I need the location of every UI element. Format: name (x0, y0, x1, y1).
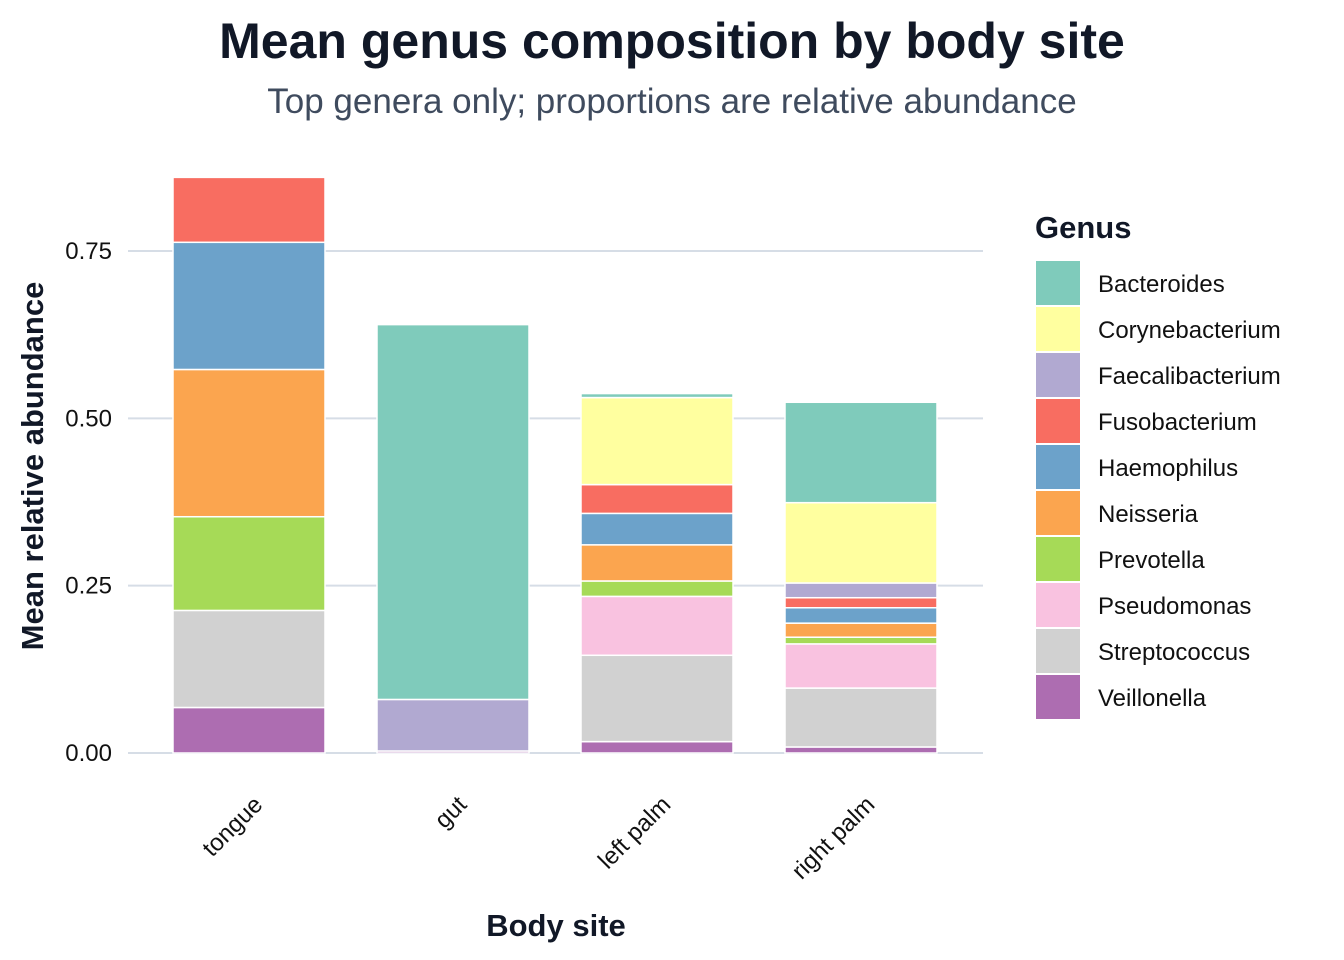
legend-swatch-pseudomonas (1036, 583, 1080, 627)
legend-label-veillonella: Veillonella (1098, 685, 1207, 712)
x-tick-label: left palm (593, 791, 676, 874)
bar-segment-left-palm-corynebacterium (580, 396, 734, 486)
bar-segment-left-palm-prevotella (580, 580, 734, 598)
bar-segment-gut-faecalibacterium (376, 698, 530, 752)
y-axis-title: Mean relative abundance (15, 282, 50, 651)
bar-segment-right-palm-fusobacterium (784, 596, 938, 609)
bar-segment-right-palm-haemophilus (784, 607, 938, 624)
legend-label-faecalibacterium: Faecalibacterium (1098, 363, 1281, 390)
legend-label-prevotella: Prevotella (1098, 547, 1205, 574)
legend-swatch-streptococcus (1036, 629, 1080, 673)
bar-segment-tongue-veillonella (172, 706, 326, 754)
legend-swatch-corynebacterium (1036, 307, 1080, 351)
bar-segment-right-palm-pseudomonas (784, 643, 938, 689)
x-axis-ticks: tongue gut left palm right palm (197, 791, 880, 885)
bar-segment-tongue-neisseria (172, 368, 326, 518)
legend-swatch-neisseria (1036, 491, 1080, 535)
bar-segment-right-palm-veillonella (784, 746, 938, 754)
bar-segment-tongue-streptococcus (172, 609, 326, 709)
legend-title: Genus (1035, 210, 1131, 245)
bar-segment-gut-bacteroides (376, 323, 530, 701)
bar-segment-tongue-fusobacterium (172, 176, 326, 244)
x-tick-label: right palm (787, 791, 881, 885)
y-tick-label: 0.75 (65, 238, 112, 265)
legend-label-streptococcus: Streptococcus (1098, 639, 1250, 666)
bar-segment-left-palm-fusobacterium (580, 483, 734, 515)
legend-label-neisseria: Neisseria (1098, 501, 1199, 528)
legend-swatch-bacteroides (1036, 261, 1080, 305)
bar-segment-left-palm-veillonella (580, 740, 734, 754)
legend-swatch-prevotella (1036, 537, 1080, 581)
legend-swatch-fusobacterium (1036, 399, 1080, 443)
legend-swatch-faecalibacterium (1036, 353, 1080, 397)
y-tick-label: 0.50 (65, 405, 112, 432)
bar-segment-left-palm-neisseria (580, 544, 734, 582)
x-tick-label: tongue (197, 791, 268, 862)
chart-title: Mean genus composition by body site (219, 13, 1125, 69)
bar-segment-right-palm-bacteroides (784, 401, 938, 504)
legend-label-pseudomonas: Pseudomonas (1098, 593, 1251, 620)
y-tick-label: 0.00 (65, 740, 112, 767)
legend-label-corynebacterium: Corynebacterium (1098, 317, 1281, 344)
legend-label-bacteroides: Bacteroides (1098, 271, 1225, 298)
bar-segment-left-palm-bacteroides (580, 392, 734, 399)
bar-segment-left-palm-pseudomonas (580, 595, 734, 657)
bar-segment-right-palm-prevotella (784, 636, 938, 645)
legend-swatch-haemophilus (1036, 445, 1080, 489)
y-axis-ticks: 0.00 0.25 0.50 0.75 (65, 238, 112, 767)
bar-segment-left-palm-streptococcus (580, 654, 734, 743)
bar-segment-right-palm-faecalibacterium (784, 582, 938, 599)
chart-subtitle: Top genera only; proportions are relativ… (267, 82, 1076, 121)
bar-segment-right-palm-neisseria (784, 622, 938, 638)
legend-swatch-veillonella (1036, 675, 1080, 719)
y-tick-label: 0.25 (65, 573, 112, 600)
bars (172, 176, 938, 754)
x-tick-label: gut (430, 791, 473, 834)
x-axis-title: Body site (486, 908, 626, 943)
legend: Genus Bacteroides Corynebacterium Faecalib… (1035, 210, 1281, 719)
bar-segment-right-palm-corynebacterium (784, 501, 938, 584)
bar-segment-tongue-haemophilus (172, 241, 326, 371)
bar-segment-tongue-prevotella (172, 515, 326, 612)
legend-label-fusobacterium: Fusobacterium (1098, 409, 1257, 436)
legend-label-haemophilus: Haemophilus (1098, 455, 1238, 482)
bar-segment-left-palm-haemophilus (580, 512, 734, 546)
bar-segment-right-palm-streptococcus (784, 687, 938, 748)
